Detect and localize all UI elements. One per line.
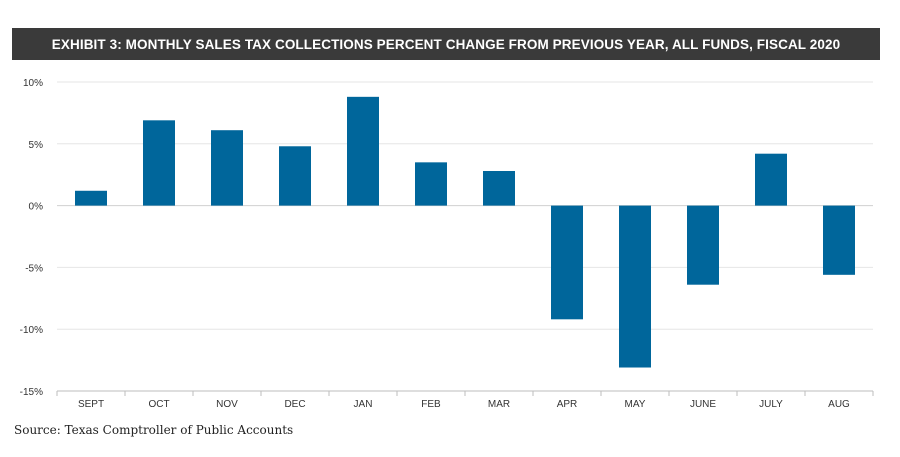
bar bbox=[755, 153, 787, 206]
bar bbox=[347, 96, 379, 206]
x-tick-label: DEC bbox=[284, 399, 305, 410]
bar bbox=[143, 120, 175, 206]
x-tick-label: APR bbox=[557, 399, 578, 410]
gridlines bbox=[57, 81, 873, 330]
y-tick-label: -10% bbox=[20, 325, 43, 336]
bar bbox=[211, 130, 243, 206]
x-tick-label: SEPT bbox=[78, 399, 104, 410]
y-tick-label: 10% bbox=[23, 78, 43, 89]
y-tick-label: -5% bbox=[25, 263, 43, 274]
bar bbox=[279, 146, 311, 206]
source-note: Source: Texas Comptroller of Public Acco… bbox=[14, 423, 294, 437]
x-tick-label: AUG bbox=[828, 399, 850, 410]
x-tick-label: OCT bbox=[148, 399, 169, 410]
x-tick-label: JULY bbox=[759, 399, 783, 410]
x-tick-label: FEB bbox=[421, 399, 441, 410]
x-tick-label: JAN bbox=[354, 399, 373, 410]
bars bbox=[75, 96, 855, 368]
bar bbox=[823, 205, 855, 275]
y-tick-label: 0% bbox=[29, 202, 44, 213]
bar bbox=[483, 170, 515, 206]
x-tick-label: MAR bbox=[488, 399, 510, 410]
bar bbox=[687, 205, 719, 285]
y-axis-ticks: 10% 5% 0% -5% -10% -15% bbox=[20, 78, 43, 398]
bar bbox=[75, 190, 107, 206]
x-tick-label: NOV bbox=[216, 399, 238, 410]
x-axis: SEPT OCT NOV DEC JAN FEB MAR APR MAY JUNE JULY AUG bbox=[56, 390, 874, 410]
bar bbox=[415, 162, 447, 206]
y-tick-label: -15% bbox=[20, 387, 43, 398]
chart-title: EXHIBIT 3: MONTHLY SALES TAX COLLECTIONS… bbox=[12, 28, 880, 60]
bar bbox=[551, 205, 583, 320]
bar bbox=[619, 205, 651, 368]
x-tick-label: JUNE bbox=[690, 399, 716, 410]
x-tick-label: MAY bbox=[625, 399, 646, 410]
y-tick-label: 5% bbox=[29, 140, 44, 151]
